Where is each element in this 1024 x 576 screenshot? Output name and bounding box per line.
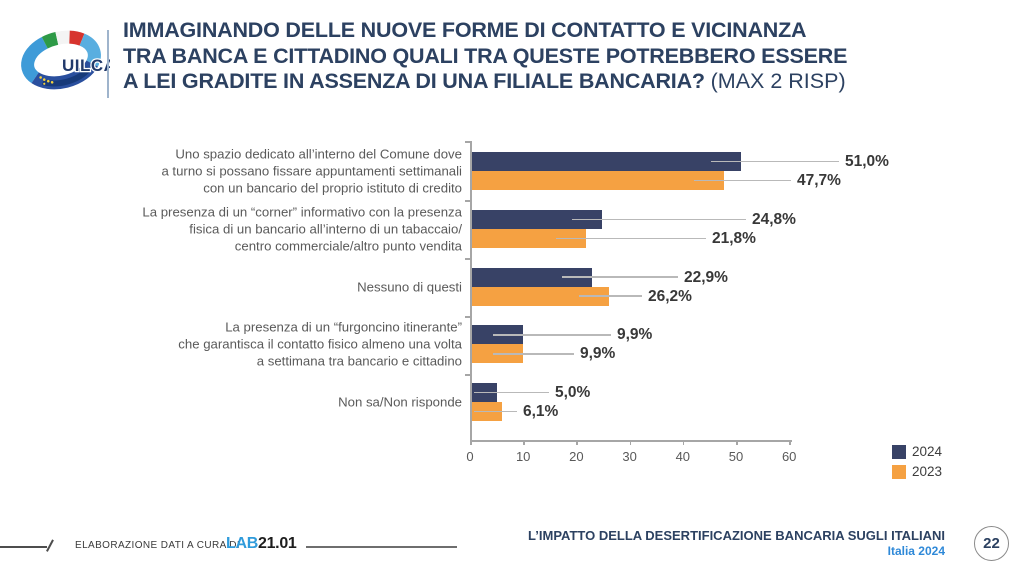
category-label-1: La presenza di un “corner” informativo c…	[142, 204, 462, 254]
x-tick-60	[789, 440, 791, 445]
value-label-2024-row0: 51,0%	[845, 153, 889, 170]
category-tick-0	[465, 141, 470, 143]
x-tick-label-10: 10	[515, 449, 531, 464]
page-number-badge: 22	[974, 526, 1009, 561]
x-tick-50	[736, 440, 738, 445]
x-tick-20	[576, 440, 578, 445]
category-label-3: La presenza di un “furgoncino itinerante…	[178, 319, 462, 369]
x-tick-label-0: 0	[466, 449, 474, 464]
value-label-2023-row0: 47,7%	[797, 172, 841, 189]
leader-line-2024-row3	[492, 334, 611, 336]
value-label-2024-row1: 24,8%	[752, 210, 796, 228]
leader-line-2024-row1	[571, 218, 746, 220]
value-label-2023-row4: 6,1%	[523, 403, 559, 420]
title-note: (MAX 2 RISP)	[710, 69, 846, 93]
x-tick-label-50: 50	[728, 449, 744, 464]
x-tick-label-60: 60	[781, 449, 797, 464]
x-tick-40	[682, 440, 685, 445]
report-subtitle: Italia 2024	[887, 544, 945, 558]
header-divider	[107, 30, 109, 98]
lab-logo-black: 21.01	[257, 535, 297, 552]
bar-2023-row1	[470, 228, 586, 248]
title-line-1: IMMAGINANDO DELLE NUOVE FORME DI CONTATT…	[123, 18, 807, 42]
category-tick-3	[465, 316, 470, 318]
title-line-2: TRA BANCA E CITTADINO QUALI TRA QUESTE P…	[123, 43, 848, 68]
title-line-3-bold: A LEI GRADITE IN ASSENZA DI UNA FILIALE …	[123, 69, 705, 93]
report-title: L’IMPATTO DELLA DESERTIFICAZIONE BANCARI…	[528, 528, 945, 543]
legend-label-2024: 2024	[912, 444, 943, 459]
category-tick-1	[465, 200, 470, 202]
category-tick-2	[465, 258, 470, 260]
value-label-2023-row3: 9,9%	[580, 345, 616, 363]
leader-line-2023-row0	[693, 179, 791, 182]
bar-2023-row0	[470, 171, 724, 190]
leader-line-2023-row2	[579, 295, 642, 297]
footer-rule-mid	[306, 546, 457, 548]
legend-swatch-2024	[892, 445, 906, 459]
page-number: 22	[983, 535, 1000, 552]
bar-2024-row1	[470, 209, 602, 229]
legend-label-2023: 2023	[912, 464, 943, 479]
x-axis-line	[470, 440, 793, 442]
bar-2024-row2	[470, 267, 592, 287]
leader-line-2023-row4	[474, 410, 517, 413]
uilca-logo-icon: UILCA	[21, 30, 117, 90]
value-label-2024-row2: 22,9%	[684, 268, 728, 286]
x-tick-label-30: 30	[622, 449, 637, 464]
bar-2024-row0	[470, 152, 742, 171]
category-tick-4	[465, 374, 470, 376]
leader-line-2024-row4	[474, 391, 549, 394]
value-label-2023-row1: 21,8%	[712, 229, 756, 247]
x-tick-label-20: 20	[569, 449, 584, 464]
value-label-2023-row2: 26,2%	[648, 287, 692, 305]
category-label-2: Nessuno di questi	[357, 279, 462, 294]
title-line-3: A LEI GRADITE IN ASSENZA DI UNA FILIALE …	[123, 69, 923, 95]
leader-line-2023-row3	[492, 353, 574, 355]
leader-line-2023-row1	[555, 237, 706, 239]
leader-line-2024-row2	[561, 276, 678, 278]
page-title: IMMAGINANDO DELLE NUOVE FORME DI CONTATT…	[123, 18, 923, 95]
credit-text: ELABORAZIONE DATI A CURA DI	[75, 540, 241, 551]
uilca-logo: UILCA	[16, 22, 117, 102]
x-tick-30	[629, 440, 632, 445]
lab-logo-blue: LAB	[226, 535, 258, 552]
value-label-2024-row4: 5,0%	[555, 384, 591, 401]
bar-2023-row2	[470, 286, 610, 306]
x-tick-label-40: 40	[675, 449, 691, 464]
uilca-logo-text: UILCA	[62, 56, 110, 75]
x-tick-0	[470, 440, 472, 445]
footer-rule-left	[0, 546, 47, 548]
x-tick-10	[523, 440, 525, 445]
category-label-4: Non sa/Non risponde	[338, 394, 462, 410]
leader-line-2024-row0	[711, 160, 839, 163]
y-axis-line	[470, 141, 472, 440]
legend-swatch-2023	[892, 465, 906, 479]
category-label-0: Uno spazio dedicato all’interno del Comu…	[161, 146, 462, 196]
lab2101-logo: LAB21.01	[226, 535, 297, 553]
value-label-2024-row3: 9,9%	[617, 326, 653, 344]
